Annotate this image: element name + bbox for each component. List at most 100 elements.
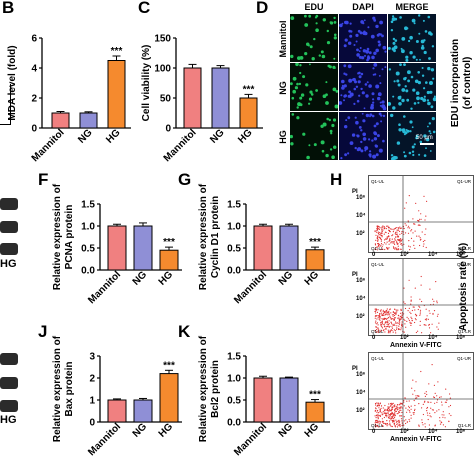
- event-dot: [394, 248, 396, 250]
- event-dot: [386, 247, 388, 249]
- event-dot: [394, 243, 396, 245]
- event-dot: [403, 243, 405, 245]
- event-dot: [410, 324, 412, 326]
- bar-ng: [133, 399, 153, 423]
- event-dot: [378, 242, 380, 245]
- event-dot: [400, 243, 402, 245]
- event-dot: [405, 224, 407, 226]
- flow-x-tick-label: 10²: [400, 252, 409, 258]
- event-dot: [379, 314, 381, 316]
- cell-nucleus-dot: [373, 124, 377, 128]
- event-dot: [396, 247, 398, 249]
- bar-mannitol: [183, 67, 202, 129]
- cell-nucleus-dot: [429, 90, 433, 94]
- event-dot: [409, 321, 411, 323]
- event-dot: [436, 410, 438, 412]
- event-dot: [413, 399, 415, 402]
- event-dot: [401, 422, 403, 424]
- event-dot: [384, 312, 386, 314]
- event-dot: [393, 329, 395, 331]
- cell-nucleus-dot: [345, 20, 349, 25]
- event-dot: [381, 228, 383, 230]
- event-dot: [399, 425, 401, 427]
- cell-nucleus-dot: [321, 149, 325, 153]
- event-dot: [393, 228, 395, 230]
- event-dot: [419, 298, 421, 300]
- cell-nucleus-dot: [392, 15, 395, 18]
- event-dot: [414, 408, 416, 410]
- event-dot: [377, 243, 379, 245]
- event-dot: [400, 329, 402, 331]
- cell-nucleus-dot: [332, 87, 337, 92]
- panel-label-k: K: [178, 322, 191, 341]
- event-dot: [389, 415, 391, 417]
- event-dot: [410, 405, 412, 407]
- y-tick-label: 0.0: [81, 266, 95, 277]
- cell-nucleus-dot: [322, 18, 326, 22]
- event-dot: [396, 413, 398, 415]
- event-dot: [387, 412, 389, 415]
- cell-nucleus-dot: [409, 35, 413, 40]
- event-dot: [414, 321, 416, 324]
- event-dot: [443, 414, 445, 416]
- cell-nucleus-dot: [333, 145, 337, 149]
- event-dot: [396, 311, 398, 313]
- cell-nucleus-dot: [373, 19, 377, 22]
- cell-nucleus-dot: [375, 84, 380, 89]
- event-dot: [390, 419, 392, 421]
- cell-nucleus-dot: [423, 95, 426, 98]
- event-dot: [426, 200, 428, 202]
- cell-nucleus-dot: [416, 96, 420, 101]
- event-dot: [381, 418, 383, 420]
- event-dot: [384, 422, 386, 424]
- event-dot: [400, 409, 402, 411]
- cell-nucleus-dot: [396, 79, 400, 83]
- event-dot: [388, 247, 390, 249]
- cell-nucleus-dot: [378, 40, 381, 44]
- event-dot: [398, 317, 400, 319]
- event-dot: [390, 241, 392, 243]
- cell-nucleus-dot: [362, 119, 366, 123]
- event-dot: [415, 395, 417, 397]
- event-dot: [390, 312, 392, 314]
- cell-nucleus-dot: [295, 63, 299, 67]
- event-dot: [380, 329, 382, 331]
- cell-nucleus-dot: [343, 84, 347, 88]
- flow-x-tick-label: 0: [372, 429, 376, 435]
- event-dot: [375, 308, 377, 310]
- event-dot: [433, 384, 435, 386]
- event-dot: [376, 323, 378, 325]
- event-dot: [391, 403, 393, 405]
- event-dot: [403, 331, 405, 333]
- cell-nucleus-dot: [349, 92, 354, 97]
- cell-nucleus-dot: [333, 16, 336, 20]
- cell-nucleus-dot: [343, 72, 346, 75]
- event-dot: [448, 413, 450, 415]
- event-dot: [375, 234, 377, 236]
- event-dot: [398, 315, 400, 317]
- event-dot: [388, 403, 390, 405]
- event-dot: [380, 325, 382, 327]
- cell-nucleus-dot: [360, 149, 364, 153]
- y-tick-label: 2: [31, 94, 37, 105]
- cell-nucleus-dot: [381, 100, 385, 104]
- event-dot: [378, 234, 380, 236]
- cell-nucleus-dot: [411, 150, 415, 153]
- cell-nucleus-dot: [364, 54, 366, 57]
- cell-nucleus-dot: [334, 104, 338, 109]
- cell-nucleus-dot: [309, 90, 313, 94]
- event-dot: [386, 310, 388, 312]
- cell-nucleus-dot: [291, 113, 295, 116]
- event-dot: [428, 383, 430, 385]
- cell-nucleus-dot: [296, 116, 300, 120]
- cell-nucleus-dot: [357, 29, 361, 33]
- event-dot: [383, 317, 385, 320]
- blot-band: [0, 221, 18, 233]
- event-dot: [386, 225, 388, 227]
- cell-nucleus-dot: [410, 75, 414, 79]
- cell-nucleus-dot: [331, 123, 335, 128]
- event-dot: [380, 309, 382, 311]
- event-dot: [386, 326, 388, 328]
- cell-nucleus-dot: [393, 49, 396, 53]
- cell-nucleus-dot: [315, 22, 318, 25]
